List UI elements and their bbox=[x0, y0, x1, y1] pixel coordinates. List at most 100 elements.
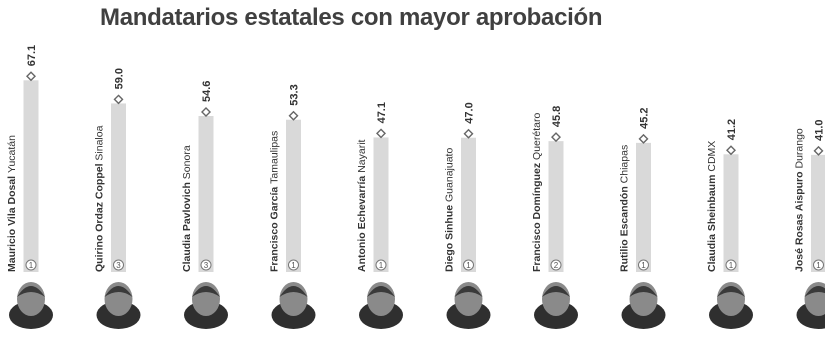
value-marker bbox=[26, 71, 36, 82]
bar bbox=[811, 154, 825, 272]
bars-layer: 67.1 Mauricio Vila Dosal Yucatán 1 59.0 Quir… bbox=[6, 45, 825, 329]
value-marker bbox=[376, 128, 386, 139]
rank-badge-label: 2 bbox=[554, 261, 559, 270]
rank-badge-label: 1 bbox=[466, 261, 471, 270]
state-name: Nayarit bbox=[356, 139, 368, 172]
portrait bbox=[446, 282, 491, 329]
bar-group: 54.6 Claudia Pavlovich Sonora 3 bbox=[181, 81, 228, 329]
category-label: Diego Sinhue Guanajuato bbox=[444, 148, 456, 272]
portrait bbox=[621, 282, 666, 329]
state-name: Tamaulipas bbox=[269, 131, 281, 184]
value-label: 45.8 bbox=[551, 106, 563, 127]
portrait-hair bbox=[454, 286, 483, 297]
state-name: CDMX bbox=[706, 141, 718, 172]
bar bbox=[548, 141, 564, 272]
bar-group: 47.1 Antonio Echevarría Nayarit 1 bbox=[356, 102, 403, 329]
rank-badge-label: 1 bbox=[729, 261, 734, 270]
value-marker bbox=[813, 145, 824, 156]
state-name: Querétaro bbox=[531, 113, 543, 160]
portrait-hair bbox=[804, 286, 825, 297]
portrait bbox=[709, 282, 753, 329]
value-label: 54.6 bbox=[201, 81, 213, 102]
state-name: Durango bbox=[794, 128, 806, 168]
rank-badge bbox=[200, 259, 212, 271]
value-label: 41.0 bbox=[814, 119, 825, 140]
bar bbox=[23, 80, 39, 273]
category-label: Claudia Sheinbaum CDMX bbox=[706, 141, 718, 272]
value-label: 67.1 bbox=[26, 45, 38, 66]
state-name: Sonora bbox=[181, 145, 193, 179]
chart-title: Mandatarios estatales con mayor aprobaci… bbox=[100, 4, 603, 31]
governor-name: Francisco García bbox=[269, 184, 281, 272]
value-marker bbox=[113, 94, 124, 105]
governor-name: Francisco Domínguez bbox=[531, 160, 543, 272]
rank-badge bbox=[113, 259, 124, 271]
state-name: Yucatán bbox=[6, 135, 18, 173]
bar-group: 59.0 Quirino Ordaz Coppel Sinaloa 3 bbox=[94, 68, 141, 329]
governor-name: Quirino Ordaz Coppel bbox=[94, 161, 106, 272]
portrait bbox=[271, 282, 316, 329]
governor-name: Diego Sinhue bbox=[444, 202, 456, 272]
value-marker bbox=[551, 132, 561, 143]
state-name: Chiapas bbox=[619, 145, 631, 184]
rank-badge-label: 1 bbox=[641, 261, 646, 270]
portrait bbox=[184, 282, 228, 329]
bar-group: 45.8 Francisco Domínguez Querétaro 2 bbox=[531, 106, 578, 329]
portrait bbox=[534, 282, 578, 329]
portrait-hair bbox=[542, 286, 570, 297]
portrait bbox=[796, 282, 825, 329]
rank-badge bbox=[725, 259, 737, 271]
category-label: Mauricio Vila Dosal Yucatán bbox=[6, 135, 18, 272]
rank-badge bbox=[813, 259, 824, 271]
bar bbox=[373, 137, 389, 272]
bar-group: 41.2 Claudia Sheinbaum CDMX 1 bbox=[706, 119, 753, 329]
value-label: 45.2 bbox=[639, 107, 651, 128]
governor-name: Claudia Sheinbaum bbox=[706, 172, 718, 272]
rank-badge-label: 1 bbox=[816, 261, 821, 270]
rank-badge bbox=[288, 259, 299, 271]
bar bbox=[723, 154, 739, 272]
rank-badge bbox=[25, 259, 37, 271]
governor-name: Rutilio Escandón bbox=[619, 183, 631, 272]
value-marker bbox=[288, 110, 299, 121]
category-label: Claudia Pavlovich Sonora bbox=[181, 145, 193, 272]
portrait-hair bbox=[279, 286, 308, 297]
bar bbox=[461, 137, 476, 272]
governor-name: Claudia Pavlovich bbox=[181, 179, 193, 272]
value-marker bbox=[201, 107, 211, 117]
bar-group: 47.0 Diego Sinhue Guanajuato 1 bbox=[444, 102, 491, 329]
category-label: José Rosas Aispuro Durango bbox=[794, 128, 806, 272]
portrait bbox=[96, 282, 141, 329]
portrait-hair bbox=[367, 286, 395, 297]
rank-badge-label: 3 bbox=[204, 261, 209, 270]
portrait-hair bbox=[104, 286, 133, 297]
value-label: 47.1 bbox=[376, 102, 388, 123]
value-label: 41.2 bbox=[726, 119, 738, 140]
category-label: Antonio Echevarría Nayarit bbox=[356, 139, 368, 272]
rank-badge-label: 1 bbox=[291, 261, 296, 270]
portrait-hair bbox=[717, 286, 745, 297]
rank-badge bbox=[550, 259, 562, 271]
rank-badge bbox=[638, 259, 649, 271]
category-label: Francisco Domínguez Querétaro bbox=[531, 113, 543, 272]
value-marker bbox=[726, 145, 736, 156]
bar bbox=[198, 116, 214, 272]
portrait-hair bbox=[192, 286, 220, 297]
value-label: 59.0 bbox=[114, 68, 126, 89]
bar-group: 67.1 Mauricio Vila Dosal Yucatán 1 bbox=[6, 45, 53, 329]
portrait bbox=[359, 282, 403, 329]
rank-badge-label: 1 bbox=[379, 261, 384, 270]
state-name: Sinaloa bbox=[94, 125, 106, 160]
portrait-hair bbox=[17, 286, 45, 297]
governor-name: Antonio Echevarría bbox=[356, 173, 368, 272]
rank-badge-label: 3 bbox=[116, 261, 121, 270]
bar-group: 53.3 Francisco García Tamaulipas 1 bbox=[269, 84, 316, 329]
portrait-hair bbox=[629, 286, 658, 297]
governor-name: Mauricio Vila Dosal bbox=[6, 173, 18, 272]
portrait bbox=[9, 282, 53, 329]
governor-name: José Rosas Aispuro bbox=[794, 169, 806, 272]
category-label: Quirino Ordaz Coppel Sinaloa bbox=[94, 125, 106, 272]
bar bbox=[111, 103, 126, 272]
rank-badge bbox=[375, 259, 387, 271]
